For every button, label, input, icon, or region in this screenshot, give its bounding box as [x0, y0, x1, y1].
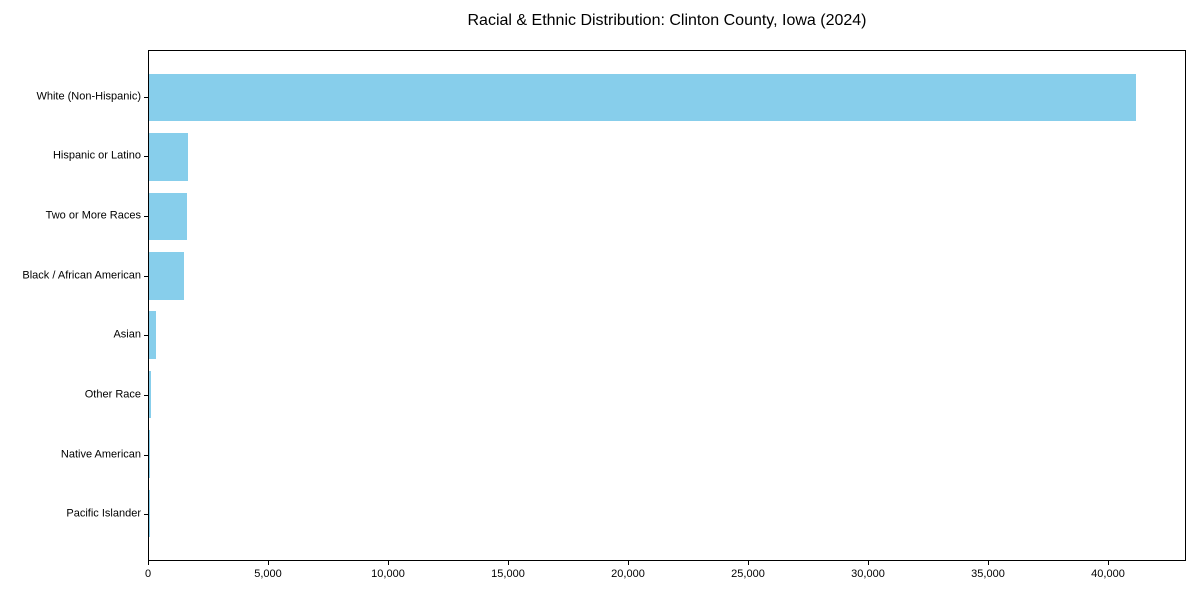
x-tick-mark — [628, 561, 629, 565]
bar-row — [149, 365, 1185, 424]
x-axis-tick-label: 10,000 — [371, 568, 405, 580]
x-tick-mark — [868, 561, 869, 565]
x-tick-mark — [988, 561, 989, 565]
y-tick-mark — [144, 454, 148, 456]
bar-row — [149, 68, 1185, 127]
chart-title: Racial & Ethnic Distribution: Clinton Co… — [467, 12, 867, 29]
y-tick-mark — [144, 335, 148, 337]
x-tick-mark — [508, 561, 509, 565]
y-tick-mark — [144, 394, 148, 396]
bar — [149, 430, 150, 478]
x-tick-mark — [748, 561, 749, 565]
x-tick-mark — [388, 561, 389, 565]
y-axis-label: Black / African American — [22, 269, 141, 282]
x-axis-tick-label: 5,000 — [254, 568, 282, 580]
bar-row — [149, 127, 1185, 186]
x-axis-tick-label: 30,000 — [851, 568, 885, 580]
y-tick-mark — [144, 216, 148, 218]
bar — [149, 73, 1136, 122]
bar — [149, 311, 157, 359]
x-axis-tick-label: 40,000 — [1091, 568, 1125, 580]
bar — [149, 252, 184, 300]
x-tick-mark — [1108, 561, 1109, 565]
y-axis-label: Pacific Islander — [66, 507, 141, 520]
bar-row — [149, 424, 1185, 483]
x-tick-mark — [268, 561, 269, 565]
x-axis-tick-label: 35,000 — [971, 568, 1005, 580]
bar-row — [149, 187, 1185, 246]
bar-row — [149, 484, 1185, 543]
y-tick-mark — [144, 514, 148, 516]
bar — [149, 133, 188, 181]
y-tick-mark — [144, 156, 148, 158]
bar — [149, 370, 151, 419]
y-axis-label: Other Race — [84, 388, 141, 401]
y-axis-label: Two or More Races — [45, 209, 141, 222]
bars-container — [149, 51, 1185, 560]
y-axis-label: Hispanic or Latino — [52, 149, 141, 162]
bar-row — [149, 246, 1185, 305]
bar-row — [149, 306, 1185, 365]
y-axis-label: Asian — [113, 328, 141, 341]
plot-area — [148, 50, 1186, 561]
x-axis-tick-label: 25,000 — [731, 568, 765, 580]
x-axis-tick-label: 15,000 — [491, 568, 525, 580]
x-axis-tick-label: 20,000 — [611, 568, 645, 580]
bar — [149, 192, 187, 241]
y-axis-label: White (Non-Hispanic) — [36, 90, 141, 103]
x-axis-tick-label: 0 — [144, 568, 152, 580]
x-tick-mark — [148, 561, 149, 565]
y-tick-mark — [144, 275, 148, 277]
y-axis-label: Native American — [60, 448, 141, 461]
y-tick-mark — [144, 96, 148, 98]
